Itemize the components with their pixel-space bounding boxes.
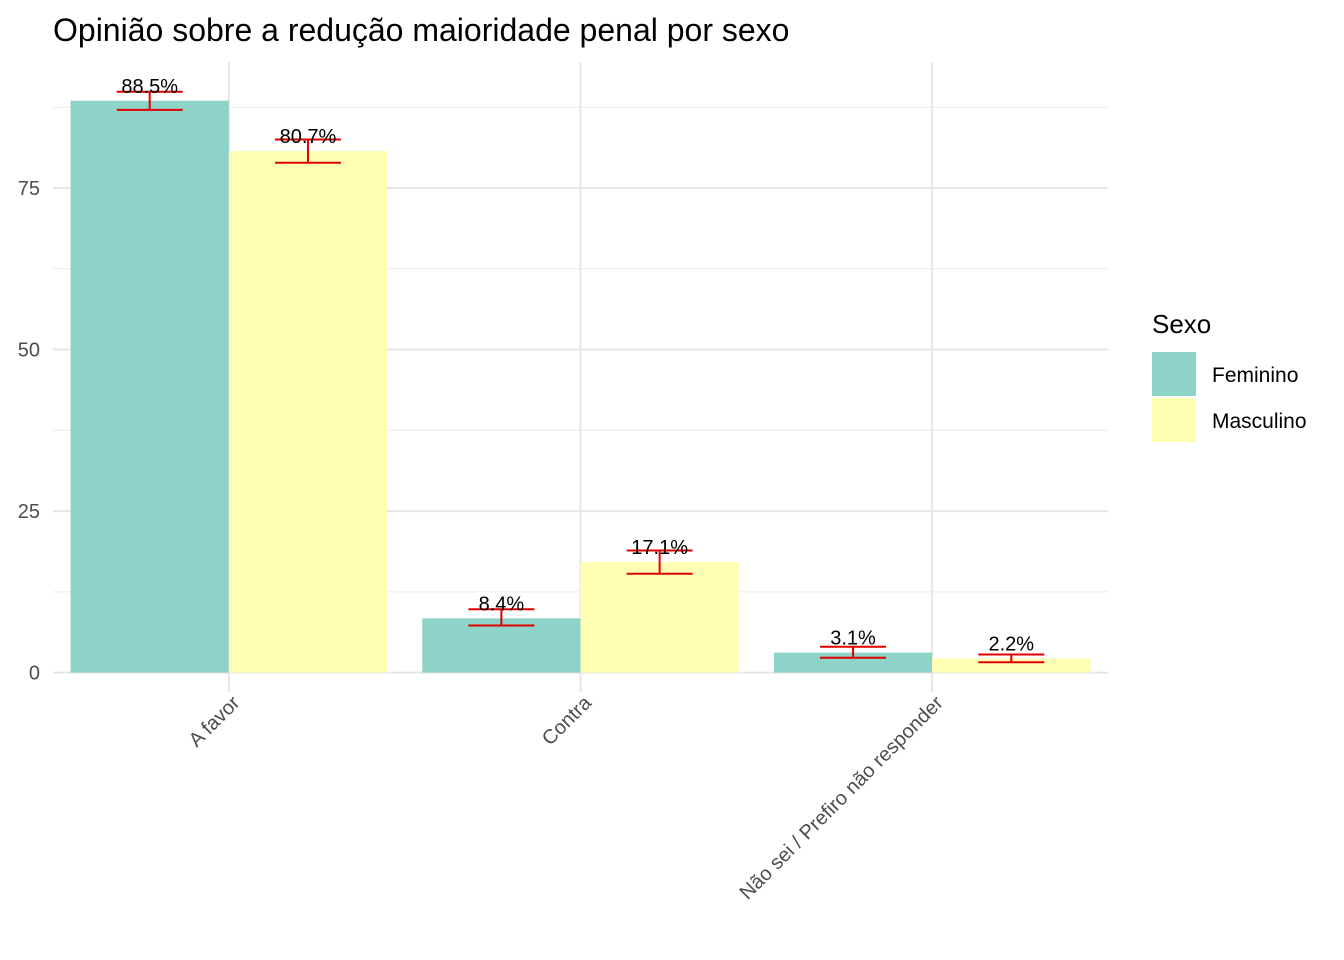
bar bbox=[773, 652, 933, 673]
y-tick-label: 75 bbox=[18, 178, 40, 200]
data-label: 2.2% bbox=[988, 633, 1034, 655]
legend: Sexo Feminino Masculino bbox=[1152, 309, 1307, 442]
bar bbox=[580, 562, 739, 673]
data-labels: 88.5% 8.4% 3.1% 80.7% 17.1% 2.2% bbox=[121, 76, 1034, 656]
legend-label: Masculino bbox=[1212, 410, 1307, 433]
legend-key bbox=[1152, 398, 1196, 442]
legend-key bbox=[1152, 352, 1196, 396]
y-axis: 0 25 50 75 bbox=[18, 178, 40, 685]
x-tick-label: A favor bbox=[185, 692, 245, 752]
y-tick-label: 25 bbox=[18, 501, 40, 523]
bar bbox=[422, 618, 581, 673]
bar bbox=[228, 151, 388, 673]
y-tick-label: 0 bbox=[29, 663, 40, 685]
legend-title: Sexo bbox=[1152, 309, 1211, 339]
error-bars bbox=[116, 90, 1045, 664]
data-label: 17.1% bbox=[631, 537, 688, 559]
legend-label: Feminino bbox=[1212, 364, 1298, 387]
bars bbox=[70, 100, 1091, 673]
chart-title: Opinião sobre a redução maioridade penal… bbox=[53, 12, 789, 48]
x-axis: A favor Contra Não sei / Prefiro não respo… bbox=[185, 691, 948, 904]
bar bbox=[70, 100, 229, 673]
data-label: 8.4% bbox=[479, 593, 525, 615]
data-label: 80.7% bbox=[280, 126, 337, 148]
y-tick-label: 50 bbox=[18, 340, 40, 362]
data-label: 88.5% bbox=[121, 76, 178, 98]
bar bbox=[932, 658, 1091, 673]
data-label: 3.1% bbox=[830, 628, 876, 650]
x-tick-label: Contra bbox=[538, 691, 597, 750]
x-tick-label: Não sei / Prefiro não responder bbox=[736, 692, 948, 904]
